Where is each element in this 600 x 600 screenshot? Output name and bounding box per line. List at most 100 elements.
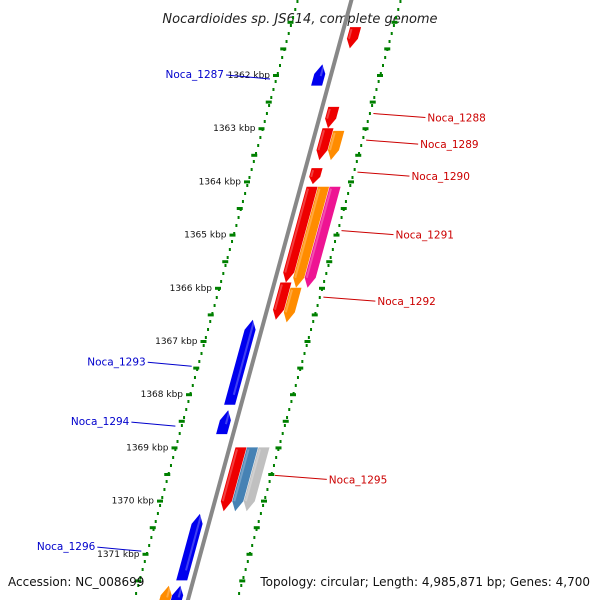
- major-tick: [157, 499, 163, 503]
- gene-label-leader: [323, 296, 376, 302]
- major-tick: [229, 233, 236, 237]
- tick-dot: [301, 360, 304, 363]
- gene-label: Noca_1290: [411, 171, 469, 183]
- tick-dot: [279, 440, 282, 443]
- tick-dot: [237, 216, 240, 219]
- tick-dot: [246, 560, 249, 563]
- tick-dot: [215, 296, 218, 299]
- tick-dot: [174, 448, 177, 451]
- tick-dot: [331, 248, 334, 251]
- kbp-label: 1366 kbp: [170, 284, 213, 294]
- major-tick: [200, 340, 207, 343]
- tick-dot: [242, 576, 245, 579]
- gene-arrow: [220, 447, 247, 512]
- gene-arrow: [316, 128, 334, 161]
- major-tick: [377, 74, 383, 77]
- kbp-label: 1371 kbp: [97, 550, 140, 560]
- tick-dot: [180, 424, 183, 427]
- major-tick: [297, 366, 304, 370]
- tick-dot: [289, 24, 292, 27]
- gene-arrow-highlight: [347, 28, 353, 40]
- tick-dot: [334, 240, 337, 243]
- tick-dot: [323, 280, 326, 283]
- tick-dot: [163, 488, 166, 491]
- tick-dot: [355, 160, 358, 163]
- gene-labels: Noca_1287 Noca_1288 Noca_1289 Noca_1290 Noca…: [37, 69, 486, 553]
- gene-arrow: [216, 410, 231, 435]
- tick-dot: [159, 504, 162, 507]
- tick-dot: [178, 432, 181, 435]
- tick-dot: [248, 176, 251, 179]
- tick-dot: [381, 64, 384, 67]
- major-tick: [186, 393, 192, 397]
- gene-label: Noca_1296: [37, 541, 96, 553]
- tick-dot: [310, 328, 313, 331]
- gene-label: Noca_1288: [427, 113, 485, 125]
- tick-dot: [241, 200, 244, 203]
- tick-dot: [228, 248, 231, 251]
- tick-dot: [288, 408, 291, 411]
- major-tick: [251, 153, 258, 157]
- gene-arrow: [283, 287, 302, 323]
- tick-dot: [231, 240, 234, 243]
- tick-dot: [294, 8, 297, 11]
- tick-dot: [329, 256, 332, 259]
- tick-dot: [392, 24, 395, 27]
- tick-dot: [395, 16, 398, 19]
- gene-label-leader: [341, 230, 394, 236]
- tick-dot: [139, 576, 142, 579]
- major-tick: [244, 180, 250, 184]
- gene-arrow: [304, 186, 341, 288]
- gene-arrow-highlight: [284, 188, 309, 273]
- major-tick: [340, 207, 347, 210]
- tick-dot: [349, 184, 352, 187]
- gene-arrow-highlight: [232, 321, 255, 396]
- tick-dot: [187, 400, 190, 403]
- tick-dot: [240, 584, 243, 587]
- gene-arrow: [311, 64, 326, 86]
- tick-dot: [292, 16, 295, 19]
- tick-dot: [200, 352, 203, 355]
- major-tick: [164, 473, 171, 476]
- major-tick: [239, 579, 246, 583]
- tick-dot: [353, 168, 356, 171]
- kbp-label: 1368 kbp: [141, 390, 184, 400]
- gene-arrow: [325, 106, 340, 129]
- major-tick: [253, 526, 260, 530]
- major-tick: [268, 473, 275, 476]
- tick-dot: [303, 352, 306, 355]
- tick-dot: [338, 224, 341, 227]
- major-tick: [135, 579, 142, 583]
- major-tick: [362, 127, 369, 131]
- kbp-label: 1369 kbp: [126, 443, 169, 453]
- gene-arrow: [293, 186, 330, 288]
- tick-dot: [156, 512, 159, 515]
- tick-dot: [176, 440, 179, 443]
- major-tick: [355, 153, 362, 157]
- major-tick: [326, 260, 333, 264]
- gene-arrow: [283, 186, 318, 283]
- gene-features: [159, 27, 362, 600]
- gene-arrow-highlight: [305, 188, 332, 279]
- major-tick: [215, 286, 221, 290]
- kbp-label: 1365 kbp: [184, 231, 227, 241]
- reverse-strand-tick-track: [135, 0, 299, 595]
- gene-label-leader: [147, 361, 192, 367]
- kbp-label: 1367 kbp: [155, 337, 198, 347]
- major-tick: [265, 100, 272, 104]
- tick-dot: [316, 304, 319, 307]
- tick-dot: [191, 384, 194, 387]
- tick-dot: [226, 256, 229, 259]
- tick-dot: [246, 184, 249, 187]
- gene-label-leader: [373, 113, 426, 119]
- tick-dot: [281, 56, 284, 59]
- tick-dot: [143, 560, 146, 563]
- tick-dot: [150, 536, 153, 539]
- gene-arrow-highlight: [317, 129, 325, 151]
- major-tick: [193, 366, 200, 370]
- tick-dot: [277, 448, 280, 451]
- major-tick: [246, 552, 253, 556]
- tick-dot: [169, 464, 172, 467]
- gene-arrow: [170, 585, 184, 600]
- gene-arrow-highlight: [284, 289, 293, 313]
